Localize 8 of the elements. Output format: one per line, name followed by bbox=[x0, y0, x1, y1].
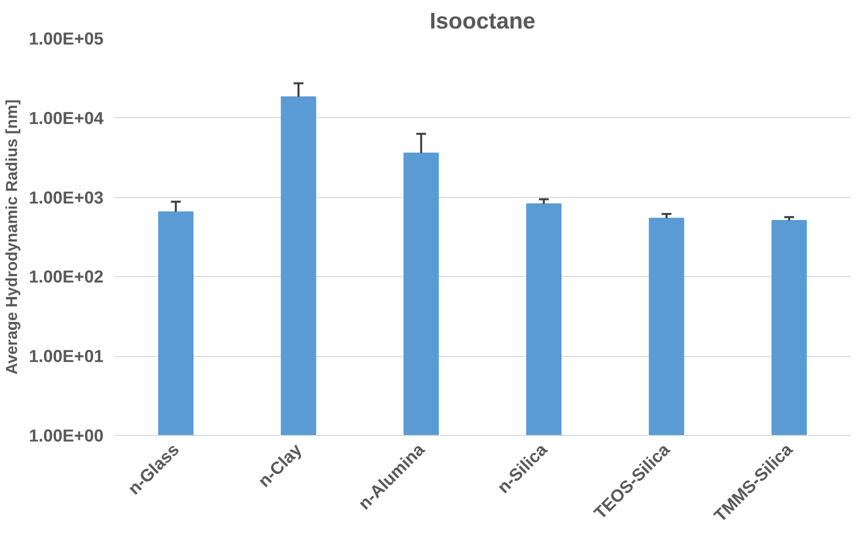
y-tick-label: 1.00E+01 bbox=[28, 346, 104, 366]
y-tick-label: 1.00E+04 bbox=[28, 108, 104, 128]
chart-title: Isooctane bbox=[430, 8, 536, 34]
y-tick-label: 1.00E+02 bbox=[28, 266, 104, 287]
y-tick-label: 1.00E+00 bbox=[28, 426, 104, 446]
y-axis-title: Average Hydrodynamic Radius [nm] bbox=[4, 99, 21, 375]
y-tick-label: 1.00E+03 bbox=[28, 187, 104, 208]
y-tick-label: 1.00E+05 bbox=[28, 28, 104, 48]
